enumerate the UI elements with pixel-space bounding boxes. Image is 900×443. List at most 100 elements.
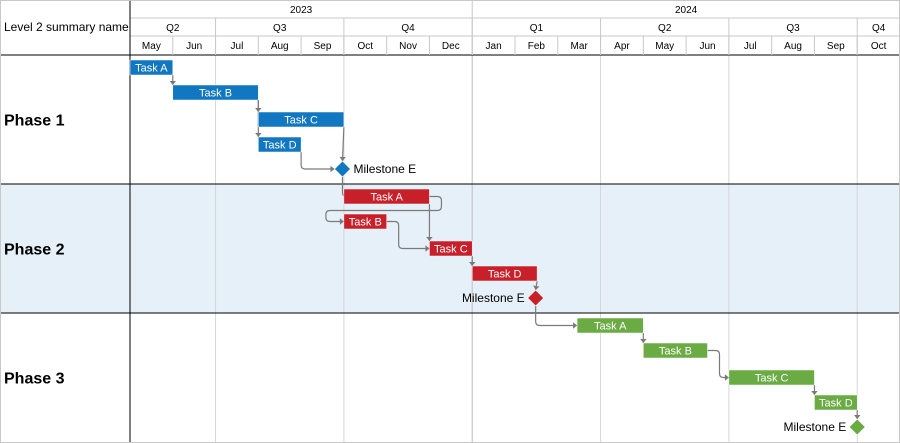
milestone-diamond [848,418,866,436]
task-bar[interactable]: Task C [258,111,345,128]
task-bar[interactable]: Task B [172,84,259,101]
dependency-connector [341,126,345,162]
dependency-arrowhead [573,322,578,329]
task-bar-fill [343,213,387,230]
task-bar[interactable]: Task C [728,369,815,386]
task-bar-fill [814,394,858,411]
month-label: Dec [442,41,460,52]
month-label: Aug [271,41,289,52]
dependency-connector [325,195,443,223]
dependency-arrowhead [425,245,430,252]
task-bar[interactable]: Task B [343,213,387,230]
corner-label: Level 2 summary name [4,20,129,34]
task-bar[interactable]: Task A [576,317,644,334]
task-bar-fill [471,265,538,282]
month-label: Jul [231,41,244,52]
dependency-arrowhead [330,165,335,173]
month-label: Feb [528,41,546,52]
task-bar[interactable]: Task A [343,188,430,205]
milestone-diamond [527,289,545,307]
task-label: Task C [434,244,468,256]
phase-label-1: Phase 1 [4,113,65,130]
quarter-label: Q4 [401,23,415,34]
task-bar-fill [429,240,473,257]
dependency-connector [535,306,578,327]
task-bar-fill [172,84,259,101]
dependency-arrowhead [533,285,540,290]
quarter-label: Q3 [273,23,287,34]
task-bar[interactable]: Task D [471,265,538,282]
milestone-label: Milestone E [784,420,847,434]
task-bar-fill [643,342,708,359]
month-label: Apr [614,41,630,52]
task-bar-fill [576,317,644,334]
month-label: Oct [871,41,887,52]
quarter-label: Q2 [658,23,672,34]
task-label: Task A [135,63,168,75]
task-bar-fill [258,111,345,128]
task-label: Task B [659,346,692,358]
month-label: Jun [186,41,202,52]
milestone[interactable]: Milestone E [462,289,545,307]
milestone-label: Milestone E [353,162,416,176]
phase-3-tasks: Task A Task B Task C Task D Milestone E [576,317,866,436]
task-bar[interactable]: Task D [814,394,858,411]
quarter-label: Q2 [166,23,180,34]
dependency-arrowhead [811,391,818,395]
task-label: Task D [263,140,297,152]
milestone[interactable]: Milestone E [334,160,416,178]
phase-label-2: Phase 2 [4,242,65,259]
dependency-arrowhead [169,81,176,85]
task-label: Task B [199,88,232,100]
month-label: May [142,41,161,52]
task-bar-fill [258,136,302,153]
phase-label-3: Phase 3 [4,371,65,388]
quarter-label: Q4 [872,23,886,34]
dependency-arrowhead [854,415,861,419]
month-label: Jun [699,41,715,52]
task-label: Task C [284,115,318,127]
month-label: Sep [827,41,845,52]
task-bar-fill [728,369,815,386]
task-label: Task B [349,217,382,229]
quarter-label: Q3 [786,23,800,34]
task-label: Task D [488,269,522,281]
month-label: Aug [784,41,802,52]
phase-2-tasks: Task A Task B Task C Task D Milestone E [343,188,545,307]
month-label: Jan [486,41,502,52]
dependency-arrowhead [640,339,647,343]
task-bar[interactable]: Task B [643,342,708,359]
task-label: Task A [594,321,627,333]
dependency-arrowhead [255,133,262,137]
task-bar[interactable]: Task D [258,136,302,153]
dependency-connector [707,349,729,379]
month-label: Mar [571,41,589,52]
task-bar[interactable]: Task C [429,240,473,257]
month-label: Jul [744,41,757,52]
dependency-arrowhead [469,262,476,266]
month-label: May [655,41,674,52]
task-label: Task C [755,373,789,385]
dependency-arrowhead [339,218,344,225]
dependency-connector [300,152,335,170]
dependency-connector [386,220,430,250]
milestone[interactable]: Milestone E [784,418,866,436]
year-label: 2023 [290,5,313,16]
milestone-label: Milestone E [462,291,525,305]
task-label: Task A [370,192,403,204]
month-label: Nov [399,41,417,52]
dependency-arrowhead [339,156,346,161]
dependency-arrowhead [426,237,433,241]
task-bar[interactable]: Task A [129,59,174,76]
milestone-diamond [334,160,351,178]
task-label: Task D [819,398,853,410]
month-label: Oct [357,41,373,52]
dependency-arrowhead [724,374,729,381]
task-bar-fill [343,188,430,205]
month-label: Sep [314,41,332,52]
year-label: 2024 [675,5,698,16]
quarter-label: Q1 [530,23,544,34]
phase-1-tasks: Task A Task B Task C Task D Milestone E [129,59,416,178]
